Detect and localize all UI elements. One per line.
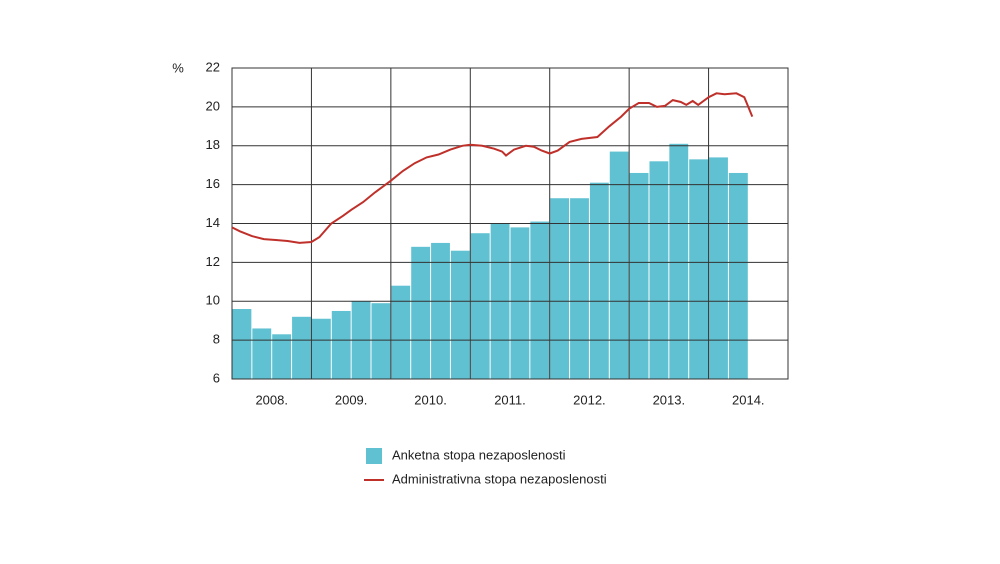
- bar: [411, 246, 431, 379]
- bar: [311, 318, 331, 379]
- bar: [629, 172, 649, 379]
- x-tick-label: 2013.: [653, 392, 686, 407]
- y-tick-label: 12: [206, 254, 220, 269]
- bar: [470, 233, 490, 379]
- bar: [292, 316, 311, 379]
- x-tick-label: 2014.: [732, 392, 765, 407]
- y-tick-label: 22: [206, 59, 220, 74]
- x-tick-label: 2012.: [573, 392, 606, 407]
- x-tick-label: 2008.: [255, 392, 288, 407]
- bar: [589, 182, 609, 379]
- y-unit: %: [172, 60, 184, 75]
- legend-swatch: [366, 448, 382, 464]
- x-tick-label: 2011.: [494, 392, 526, 407]
- x-tick-label: 2010.: [414, 392, 447, 407]
- y-tick-label: 6: [213, 370, 220, 385]
- bar: [689, 159, 709, 379]
- bar: [728, 172, 748, 379]
- bar: [570, 198, 589, 379]
- bar: [232, 309, 252, 379]
- bar: [391, 285, 411, 379]
- x-tick-label: 2009.: [335, 392, 368, 407]
- y-tick-label: 14: [206, 215, 220, 230]
- bar: [669, 143, 689, 379]
- y-tick-label: 20: [206, 98, 220, 113]
- y-tick-label: 18: [206, 137, 220, 152]
- bar: [252, 328, 272, 379]
- bar: [510, 227, 530, 379]
- legend-label: Administrativna stopa nezaposlenosti: [392, 471, 607, 486]
- bar: [609, 151, 629, 379]
- y-tick-label: 10: [206, 293, 220, 308]
- bar: [530, 221, 550, 379]
- legend-label: Anketna stopa nezaposlenosti: [392, 447, 566, 462]
- bar: [431, 242, 450, 379]
- line: [231, 92, 754, 244]
- bar: [550, 198, 570, 379]
- bar: [649, 161, 669, 379]
- bar: [331, 310, 351, 379]
- bar: [709, 157, 728, 379]
- y-tick-label: 8: [213, 332, 220, 347]
- y-tick-label: 16: [206, 176, 220, 191]
- plot-frame: [231, 67, 789, 380]
- bar: [450, 250, 470, 379]
- bar: [371, 303, 391, 379]
- bar: [272, 334, 292, 379]
